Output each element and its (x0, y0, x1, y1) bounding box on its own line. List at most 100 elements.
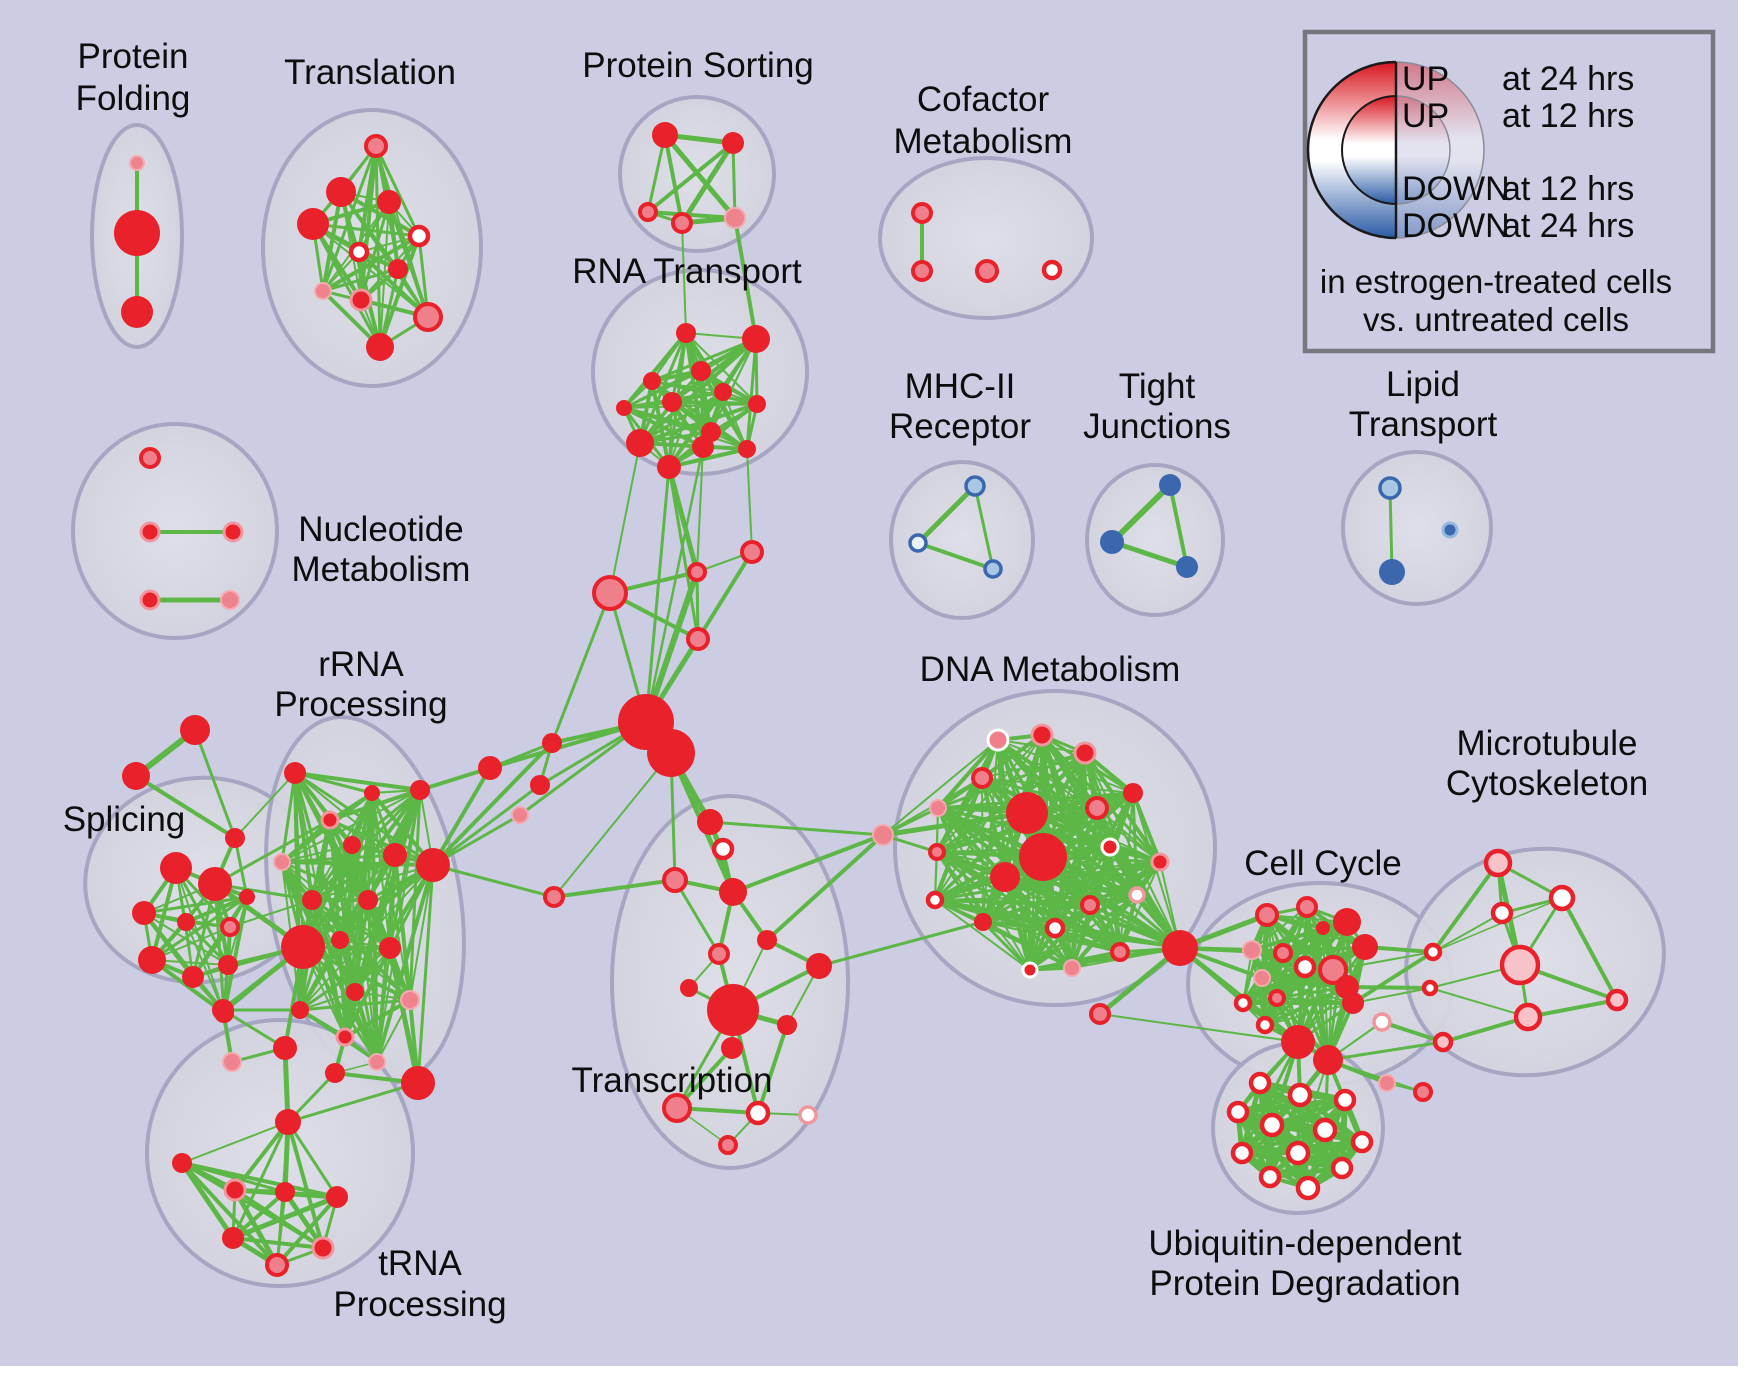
node-k24 (1421, 979, 1439, 997)
edge-q8-mid4 (431, 783, 542, 867)
edge-r1-r13 (622, 331, 688, 410)
node-d3 (1073, 741, 1097, 765)
cluster-label-protein-folding-line2: Folding (76, 79, 191, 118)
edge-k14-k24 (1352, 987, 1431, 1004)
node-s2 (722, 132, 744, 154)
node-d6 (1123, 783, 1143, 803)
edge-y5-y6 (286, 1081, 420, 1124)
node-d16 (1080, 895, 1100, 915)
edge-q3-q5 (281, 789, 421, 863)
edge-d4-d12 (981, 777, 1161, 863)
node-sp8 (218, 955, 238, 975)
edge-q14-q18 (299, 991, 356, 1011)
node-d4 (971, 767, 993, 789)
node-b11 (1258, 1165, 1282, 1189)
cluster-label-splicing: Splicing (63, 800, 186, 839)
edge-cx1-d1 (882, 739, 999, 836)
node-u6 (1605, 988, 1629, 1012)
edge-g3-q1 (234, 772, 296, 839)
node-r10 (692, 436, 714, 458)
node-b6 (1312, 1117, 1338, 1143)
edge-tc5-cx1 (765, 833, 885, 942)
node-tc13 (745, 1100, 771, 1126)
edge-k23-u1 (1431, 861, 1500, 954)
node-k11 (1233, 993, 1253, 1013)
cluster-label-cell-cycle: Cell Cycle (1244, 844, 1402, 883)
edge-r11-c1 (746, 448, 753, 553)
node-y7 (172, 1153, 192, 1173)
edge-y10-y13 (275, 1195, 339, 1267)
node-k8 (1293, 955, 1317, 979)
cluster-label-protein-sorting-line1: Protein Sorting (582, 46, 814, 85)
cluster-cofactor-ellipse (878, 156, 1094, 320)
legend-note-line2: vs. untreated cells (1363, 301, 1629, 338)
edge-d17-d21 (1070, 893, 1139, 970)
node-tc4 (719, 878, 747, 906)
cluster-label-cofactor-line2: Metabolism (894, 122, 1073, 161)
node-tc14 (798, 1105, 818, 1125)
node-mid2 (511, 806, 529, 824)
edge-y7-y6 (181, 1121, 289, 1164)
edge-s1-s5 (662, 132, 738, 221)
edge-k14-k15 (1264, 1002, 1354, 1026)
node-l1 (1378, 476, 1402, 500)
cluster-label-dna-line1: DNA Metabolism (920, 650, 1181, 689)
edge-s4-r1 (681, 222, 687, 334)
edge-t1-t5 (374, 144, 421, 238)
node-s1 (652, 122, 678, 148)
node-k12 (1318, 955, 1348, 985)
edge-q5-q6 (281, 844, 353, 863)
node-k9 (1253, 969, 1271, 987)
cluster-label-tight-junctions-line2: Junctions (1083, 407, 1231, 446)
node-k16 (1281, 1025, 1315, 1059)
node-d17 (1128, 886, 1146, 904)
edge-d13-d21 (1004, 876, 1073, 969)
edge-d9-d14 (933, 811, 1029, 902)
cluster-label-trna-line2: Processing (333, 1285, 506, 1324)
edge-q12-q17 (376, 947, 391, 1063)
node-t7 (388, 259, 408, 279)
edge-k18-k19 (1380, 1020, 1445, 1044)
node-tc10 (777, 1015, 797, 1035)
node-sp3 (132, 901, 156, 925)
edge-r12-h1 (644, 465, 671, 724)
node-h2 (647, 729, 695, 777)
node-r3 (691, 361, 711, 381)
edge-t4-t5 (311, 222, 421, 238)
node-cx1 (872, 824, 894, 846)
edge-k13-k24 (1345, 985, 1432, 990)
node-c3 (592, 575, 628, 611)
node-q9 (302, 890, 322, 910)
edge-r10-r13 (622, 406, 705, 449)
edge-m1-m2 (915, 483, 978, 546)
node-u1 (1483, 848, 1513, 878)
node-u3 (1490, 901, 1514, 925)
edge-q6-q18 (298, 843, 354, 1012)
node-m3 (983, 559, 1003, 579)
node-y13 (265, 1253, 289, 1277)
node-b1 (1248, 1071, 1272, 1095)
edge-q13-q17 (301, 945, 379, 1064)
node-l3 (1441, 521, 1459, 539)
edge-r5-r8 (650, 379, 759, 406)
node-tc1 (697, 809, 723, 835)
edge-k23-u3 (1432, 912, 1503, 953)
cluster-mhc-ellipse (889, 460, 1035, 620)
edge-y7-y13 (180, 1161, 279, 1267)
node-tc2 (711, 837, 735, 861)
node-r11 (738, 440, 756, 458)
node-b5 (1259, 1112, 1285, 1138)
node-c2 (687, 562, 707, 582)
node-r9 (626, 429, 654, 457)
edge-tc4-cx1 (731, 833, 885, 894)
node-k1 (1255, 903, 1279, 927)
node-q17 (368, 1053, 386, 1071)
node-s4 (671, 212, 693, 234)
node-j3 (1176, 556, 1198, 578)
node-r4 (714, 383, 732, 401)
node-c1 (740, 540, 764, 564)
